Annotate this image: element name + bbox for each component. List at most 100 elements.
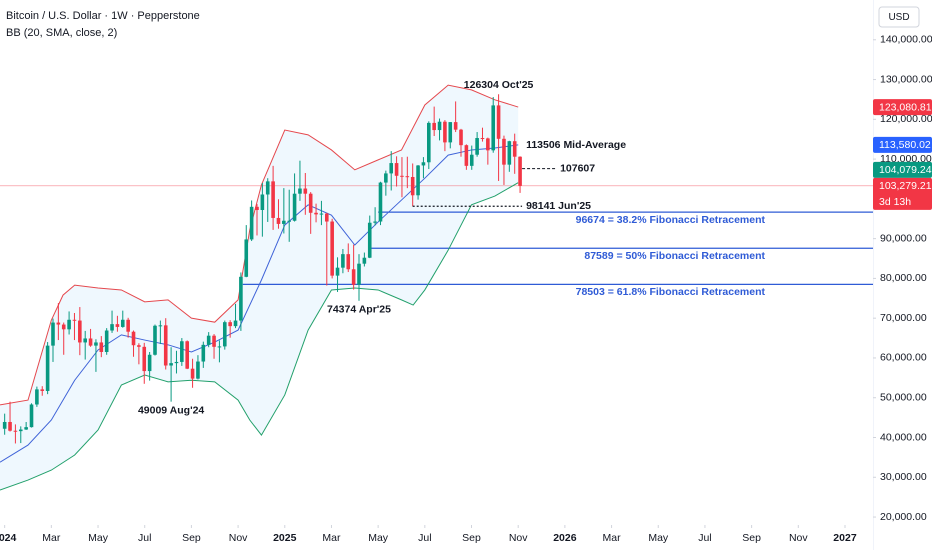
- price-badge-label: 113,580.02: [879, 139, 931, 151]
- candle-body: [45, 345, 50, 391]
- y-tick-label: 130,000.00: [880, 73, 932, 85]
- x-tick-label: Mar: [42, 532, 61, 544]
- candle-body: [196, 361, 200, 379]
- candle-body: [448, 122, 453, 143]
- candle-body: [153, 325, 157, 355]
- candle-body: [394, 163, 399, 176]
- candle-body: [72, 319, 77, 321]
- candle-body: [276, 217, 281, 224]
- level-label: 107607: [560, 162, 595, 174]
- overlay: 96674 = 38.2% Fibonacci Retracement 87589…: [138, 79, 766, 416]
- price-badge: 123,080.81: [873, 99, 932, 116]
- candle-body: [346, 254, 351, 270]
- candle-body: [491, 105, 496, 151]
- candle-body: [56, 322, 61, 325]
- price-badge-box: [873, 177, 932, 210]
- candle-body: [13, 430, 18, 432]
- candle-body: [486, 138, 490, 151]
- y-tick-label: 30,000.00: [880, 471, 927, 483]
- price-badge-label: 103,279.21: [879, 180, 932, 192]
- candle-body: [330, 221, 334, 276]
- candle-body: [158, 325, 163, 327]
- price-badge-box: [873, 161, 932, 178]
- candle-body: [206, 335, 211, 345]
- candle-body: [475, 138, 479, 155]
- candle-body: [410, 176, 415, 196]
- y-tick-label: 70,000.00: [880, 312, 927, 324]
- candle-body: [512, 141, 517, 157]
- countdown-label: 3d 13h: [879, 196, 911, 208]
- price-badge-box: [873, 99, 932, 116]
- candle-body: [147, 354, 152, 372]
- x-tick-label: Jul: [418, 532, 431, 544]
- price-badge-label: 123,080.81: [879, 101, 932, 113]
- candle-body: [233, 320, 238, 327]
- candle-body: [292, 193, 297, 221]
- y-tick-label: 140,000.00: [880, 34, 932, 46]
- y-tick-label: 90,000.00: [880, 232, 927, 244]
- y-tick-label: 80,000.00: [880, 272, 927, 284]
- candle-body: [308, 193, 313, 213]
- x-tick-label: Mar: [322, 532, 341, 544]
- chart-title: Bitcoin / U.S. Dollar · 1W · Pepperstone: [6, 10, 200, 22]
- annotation: 49009 Aug'24: [138, 404, 204, 416]
- candle-body: [389, 163, 394, 174]
- candle-body: [405, 176, 410, 178]
- price-badge: 104,079.24: [873, 161, 932, 178]
- candle-body: [61, 324, 66, 330]
- candle-body: [110, 324, 114, 331]
- candle-body: [2, 421, 7, 429]
- candle-body: [437, 121, 442, 131]
- candle-body: [137, 345, 141, 347]
- price-badge: 113,580.02: [873, 136, 932, 153]
- candle-body: [35, 389, 39, 405]
- candle-body: [51, 322, 55, 346]
- price-badge: 103,279.21 3d 13h: [873, 177, 932, 210]
- candle-body: [367, 222, 372, 258]
- candle-body: [351, 269, 356, 285]
- candle-body: [319, 213, 324, 215]
- candle-body: [24, 427, 28, 430]
- candle-body: [469, 154, 474, 166]
- candle-body: [83, 338, 87, 343]
- annotation: 113506 Mid-Average: [526, 139, 626, 151]
- candle-body: [373, 221, 377, 223]
- candle-body: [18, 429, 23, 432]
- candle-body: [67, 319, 71, 330]
- candle-body: [163, 325, 168, 366]
- candle-body: [298, 188, 302, 194]
- candle-body: [518, 156, 522, 186]
- candle-body: [244, 239, 249, 277]
- x-tick-label: Sep: [182, 532, 201, 544]
- fib-label: 78503 = 61.8% Fibonacci Retracement: [576, 286, 766, 298]
- candle-body: [40, 389, 45, 391]
- candle-body: [104, 330, 109, 352]
- x-tick-label: Nov: [229, 532, 248, 544]
- price-badge-label: 104,079.24: [879, 164, 932, 176]
- x-tick-label: Jul: [138, 532, 151, 544]
- fib-label: 96674 = 38.2% Fibonacci Retracement: [576, 214, 766, 226]
- currency-label[interactable]: USD: [888, 12, 909, 23]
- candle-body: [384, 173, 388, 183]
- x-tick-label: 2025: [273, 532, 297, 544]
- candle-body: [502, 138, 506, 165]
- annotation: 74374 Apr'25: [327, 304, 391, 316]
- candle-body: [362, 257, 367, 264]
- band-fill: [0, 85, 519, 490]
- candle-body: [335, 267, 340, 276]
- x-tick-label: May: [88, 532, 109, 544]
- candle-body: [217, 346, 222, 348]
- candle-body: [443, 121, 447, 143]
- candle-body: [249, 206, 254, 240]
- candle-body: [341, 254, 345, 268]
- x-tick-label: Nov: [789, 532, 808, 544]
- candle-body: [314, 212, 318, 215]
- candle-body: [416, 165, 420, 196]
- candle-body: [120, 319, 125, 327]
- x-tick-label: 2027: [833, 532, 857, 544]
- x-tick-label: Nov: [509, 532, 528, 544]
- currency-box[interactable]: [878, 6, 920, 28]
- candle-body: [400, 175, 404, 177]
